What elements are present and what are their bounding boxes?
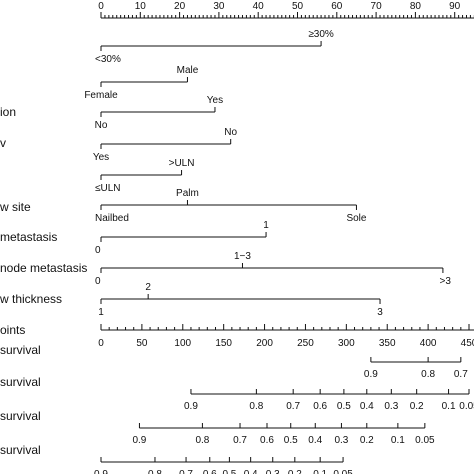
survival-tick-label: 0.05 xyxy=(459,401,474,412)
survival-tick-label: 0.1 xyxy=(391,435,405,446)
survival-tick-label: 0.8 xyxy=(195,435,209,446)
variable-level-label: No xyxy=(95,120,108,131)
variable-level-label: 1−3 xyxy=(234,251,251,262)
survival-tick-label: 0.2 xyxy=(410,401,424,412)
survival-tick-label: 0.1 xyxy=(442,401,456,412)
total-points-tick-label: 450 xyxy=(461,338,474,349)
survival-tick-label: 0.4 xyxy=(308,435,322,446)
survival-tick-label: 0.6 xyxy=(203,469,217,474)
variable-level-label: <30% xyxy=(95,54,121,65)
total-points-tick-label: 50 xyxy=(136,338,148,349)
survival-tick-label: 0.3 xyxy=(384,401,398,412)
points-tick-label: 90 xyxy=(449,1,461,12)
variable-row-label: node metastasis xyxy=(0,261,87,275)
variable-level-label: >3 xyxy=(440,276,452,287)
variable-level-label: 0 xyxy=(95,276,101,287)
variable-level-label: Female xyxy=(84,90,118,101)
survival-row-label: survival xyxy=(0,443,41,457)
variable-level-label: >ULN xyxy=(169,158,195,169)
points-tick-label: 30 xyxy=(213,1,225,12)
survival-tick-label: 0.2 xyxy=(288,469,302,474)
survival-tick-label: 0.1 xyxy=(313,469,327,474)
variable-level-label: Palm xyxy=(176,188,199,199)
survival-tick-label: 0.4 xyxy=(360,401,374,412)
survival-tick-label: 0.9 xyxy=(94,469,108,474)
survival-tick-label: 0.6 xyxy=(313,401,327,412)
variable-level-label: Yes xyxy=(207,95,223,106)
variable-level-label: 1 xyxy=(263,220,269,231)
variable-row-label: w thickness xyxy=(0,292,62,306)
variable-level-label: No xyxy=(224,127,237,138)
survival-tick-label: 0.8 xyxy=(249,401,263,412)
total-points-row-label: oints xyxy=(0,323,25,337)
variable-level-label: Nailbed xyxy=(95,213,129,224)
total-points-tick-label: 100 xyxy=(174,338,191,349)
survival-tick-label: 0.7 xyxy=(179,469,193,474)
total-points-tick-label: 150 xyxy=(215,338,232,349)
survival-tick-label: 0.7 xyxy=(454,369,468,380)
total-points-tick-label: 0 xyxy=(98,338,104,349)
survival-tick-label: 0.05 xyxy=(333,469,353,474)
total-points-tick-label: 400 xyxy=(420,338,437,349)
survival-tick-label: 0.3 xyxy=(266,469,280,474)
points-tick-label: 0 xyxy=(98,1,104,12)
variable-row-label: v xyxy=(0,136,6,150)
points-tick-label: 60 xyxy=(331,1,343,12)
survival-tick-label: 0.3 xyxy=(334,435,348,446)
total-points-tick-label: 200 xyxy=(256,338,273,349)
survival-row-label: survival xyxy=(0,409,41,423)
variable-row-label: metastasis xyxy=(0,230,57,244)
variable-level-label: ≤ULN xyxy=(95,183,121,194)
variable-level-label: 1 xyxy=(98,307,104,318)
variable-row-label: w site xyxy=(0,200,31,214)
variable-level-label: Male xyxy=(177,65,199,76)
survival-tick-label: 0.8 xyxy=(148,469,162,474)
total-points-tick-label: 350 xyxy=(379,338,396,349)
survival-tick-label: 0.5 xyxy=(222,469,236,474)
survival-tick-label: 0.2 xyxy=(360,435,374,446)
survival-tick-label: 0.5 xyxy=(337,401,351,412)
points-tick-label: 50 xyxy=(292,1,304,12)
variable-level-label: Sole xyxy=(346,213,366,224)
variable-row-label: ion xyxy=(0,105,16,119)
survival-tick-label: 0.7 xyxy=(233,435,247,446)
total-points-tick-label: 250 xyxy=(297,338,314,349)
points-tick-label: 80 xyxy=(410,1,422,12)
survival-tick-label: 0.9 xyxy=(364,369,378,380)
survival-tick-label: 0.9 xyxy=(132,435,146,446)
survival-tick-label: 0.5 xyxy=(284,435,298,446)
total-points-tick-label: 300 xyxy=(338,338,355,349)
points-tick-label: 70 xyxy=(371,1,383,12)
variable-level-label: ≥30% xyxy=(308,29,334,40)
survival-tick-label: 0.05 xyxy=(415,435,435,446)
variable-level-label: 0 xyxy=(95,245,101,256)
survival-row-label: survival xyxy=(0,343,41,357)
points-tick-label: 40 xyxy=(253,1,265,12)
survival-tick-label: 0.9 xyxy=(184,401,198,412)
points-tick-label: 10 xyxy=(135,1,147,12)
survival-tick-label: 0.7 xyxy=(286,401,300,412)
survival-row-label: survival xyxy=(0,375,41,389)
survival-tick-label: 0.4 xyxy=(244,469,258,474)
variable-level-label: Yes xyxy=(93,152,109,163)
variable-level-label: 2 xyxy=(145,282,151,293)
survival-tick-label: 0.8 xyxy=(421,369,435,380)
variable-level-label: 3 xyxy=(377,307,383,318)
points-tick-label: 20 xyxy=(174,1,186,12)
survival-tick-label: 0.6 xyxy=(260,435,274,446)
